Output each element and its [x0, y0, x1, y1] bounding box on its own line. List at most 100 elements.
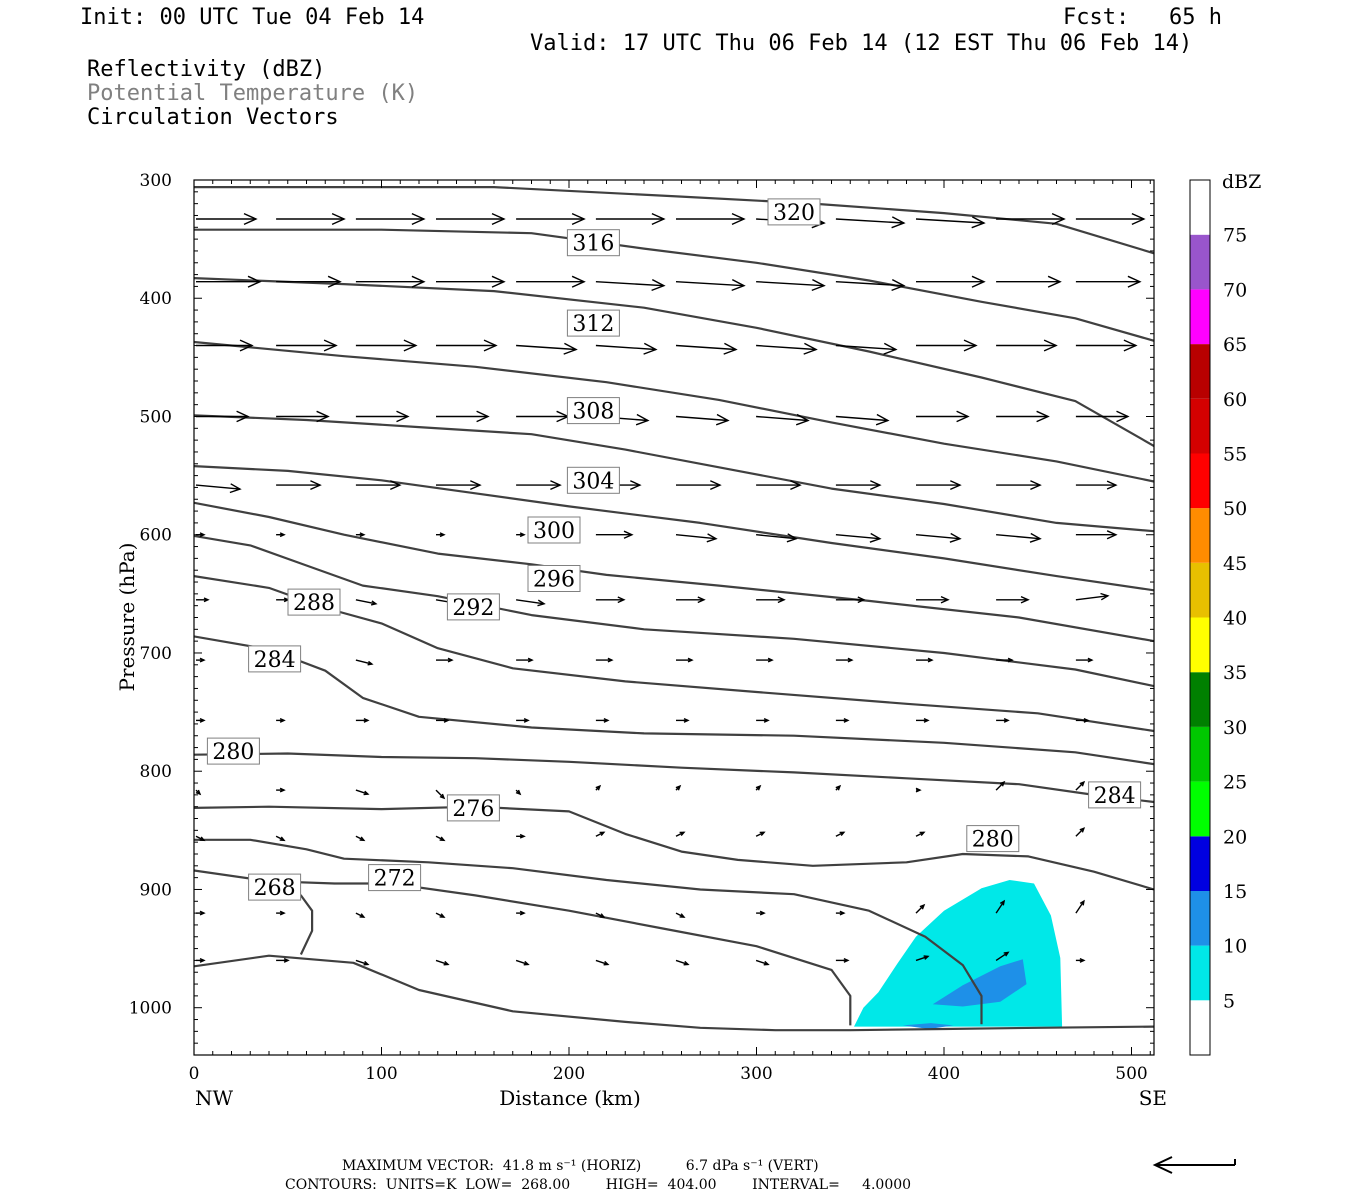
circulation-vector: [595, 342, 658, 355]
theta-contour-280-5: [194, 752, 1154, 804]
contour-label-272: 272: [368, 864, 422, 892]
colorbar-segment-25: [1190, 726, 1210, 782]
colorbar-label: 20: [1223, 826, 1247, 848]
y-tick-label: 300: [140, 171, 172, 191]
circulation-vector: [915, 831, 926, 837]
colorbar-segment-50: [1190, 453, 1210, 509]
svg-text:288: 288: [293, 591, 335, 616]
x-tick-label: 200: [553, 1064, 585, 1084]
circulation-vector: [755, 831, 766, 837]
circulation-vector: [1075, 827, 1086, 837]
contour-label-320: 320: [767, 198, 821, 226]
theta-contour-312-13: [194, 277, 1154, 447]
circulation-vector: [515, 959, 530, 966]
svg-text:280: 280: [212, 740, 254, 765]
svg-text:312: 312: [572, 312, 614, 337]
y-tick-label: 800: [140, 762, 172, 782]
contour-label-284: 284: [1088, 781, 1142, 809]
circulation-vector: [355, 275, 426, 288]
contour-info-note: CONTOURS: UNITS=K LOW= 268.00 HIGH= 404.…: [285, 1177, 912, 1193]
field-circulation-vectors: Circulation Vectors: [87, 105, 339, 130]
svg-text:276: 276: [452, 797, 494, 822]
svg-text:296: 296: [533, 568, 575, 593]
circulation-vector: [835, 831, 846, 837]
circulation-vector: [916, 595, 950, 604]
colorbar-segment-45: [1190, 508, 1210, 563]
circulation-vector: [996, 595, 1030, 604]
colorbar-label: 15: [1223, 881, 1247, 903]
circulation-vector: [996, 410, 1050, 423]
circulation-vector: [355, 339, 418, 352]
circulation-vector: [195, 483, 242, 494]
contour-label-layer: 320 316 312 308 304 300 296 292 288 284 284 280 280 2…: [206, 198, 1142, 901]
circulation-vector: [1075, 339, 1138, 352]
circulation-vector: [835, 216, 906, 229]
circulation-vector: [675, 342, 738, 355]
circulation-vector: [916, 657, 934, 663]
circulation-vector: [835, 717, 850, 723]
x-tick-label: 100: [365, 1064, 397, 1084]
circulation-vector: [996, 480, 1042, 491]
theta-contour-276-3: [194, 838, 983, 1025]
circulation-vector: [995, 780, 1006, 791]
svg-text:308: 308: [572, 400, 614, 425]
circulation-vector: [916, 339, 978, 352]
circulation-vector: [355, 659, 374, 666]
circulation-vector: [835, 532, 882, 543]
contour-label-304: 304: [566, 466, 620, 494]
colorbar-label: 70: [1223, 279, 1247, 301]
circulation-vector: [355, 717, 370, 723]
svg-text:284: 284: [254, 648, 296, 673]
reflectivity-area-10dbz-1: [932, 959, 1027, 1007]
circulation-vector: [435, 835, 446, 842]
colorbar-label: 25: [1223, 772, 1247, 794]
circulation-vector: [276, 275, 342, 288]
circulation-vector: [1075, 480, 1118, 490]
svg-text:268: 268: [254, 876, 296, 901]
circulation-vector: [516, 833, 526, 839]
colorbar-label: 65: [1223, 334, 1247, 356]
colorbar-segment-below-5: [1190, 1000, 1210, 1055]
circulation-vector: [276, 212, 346, 226]
circulation-vector: [756, 480, 802, 491]
svg-text:316: 316: [572, 232, 614, 257]
contour-label-288: 288: [287, 588, 341, 616]
theta-contour-292-8: [194, 534, 1154, 688]
reflectivity-area-10dbz-2: [902, 1023, 954, 1029]
colorbar-label: 10: [1223, 936, 1247, 958]
circulation-vector: [756, 657, 774, 663]
colorbar: 5 10 15 20 25 30 35 40 45 50 55 60 65 70 75 dBZ: [1189, 171, 1261, 1056]
circulation-vector: [835, 957, 850, 963]
circulation-vector: [755, 784, 762, 791]
circulation-vector: [196, 275, 262, 288]
colorbar-segment-65: [1190, 289, 1210, 345]
colorbar-label: 35: [1223, 662, 1247, 684]
circulation-vector: [996, 532, 1042, 543]
circulation-vector: [1075, 275, 1142, 288]
colorbar-segment-15: [1190, 836, 1210, 891]
colorbar-segment-30: [1190, 672, 1210, 727]
circulation-vector: [195, 789, 202, 796]
contour-label-316: 316: [566, 229, 620, 257]
circulation-vector: [595, 596, 626, 604]
circulation-vector: [1075, 957, 1086, 963]
circulation-vector: [1075, 212, 1146, 226]
circulation-vector: [916, 717, 930, 723]
circulation-vector: [595, 657, 614, 663]
colorbar-segment-70: [1190, 234, 1210, 290]
circulation-vector: [915, 903, 926, 914]
circulation-vector: [676, 596, 706, 604]
circulation-vector: [1075, 530, 1118, 540]
colorbar-label: 45: [1223, 553, 1247, 575]
contour-label-284: 284: [248, 645, 302, 673]
colorbar-segment-10: [1190, 890, 1210, 946]
circulation-vector: [835, 413, 890, 426]
colorbar-label: 55: [1223, 443, 1247, 465]
circulation-vector: [1075, 717, 1090, 723]
circulation-vector: [516, 342, 578, 355]
circulation-vector: [595, 278, 666, 292]
svg-text:300: 300: [533, 519, 575, 544]
colorbar-segment-40: [1190, 562, 1210, 618]
max-vector-note: MAXIMUM VECTOR: 41.8 m s⁻¹ (HORIZ) 6.7 d…: [342, 1158, 819, 1174]
circulation-vector: [756, 717, 770, 723]
